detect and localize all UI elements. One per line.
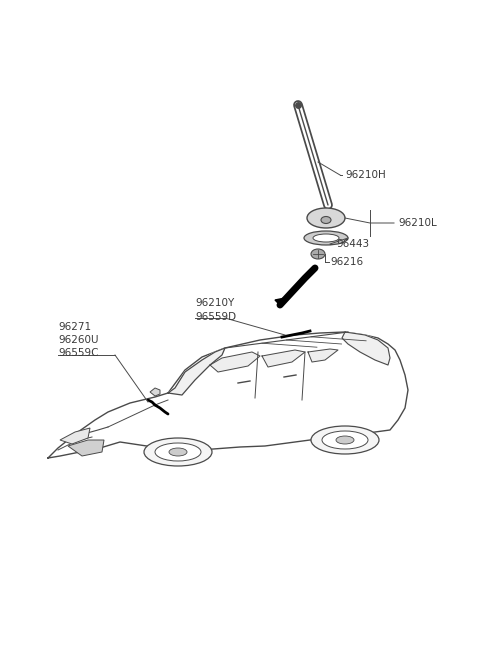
Text: 96216: 96216 (330, 257, 363, 267)
Ellipse shape (322, 431, 368, 449)
Ellipse shape (155, 443, 201, 461)
Polygon shape (68, 440, 104, 456)
Polygon shape (342, 332, 390, 365)
Polygon shape (150, 388, 160, 396)
Polygon shape (60, 428, 90, 444)
Polygon shape (308, 349, 338, 362)
Text: 96210L: 96210L (398, 218, 437, 228)
Ellipse shape (307, 208, 345, 228)
Text: 96210Y
96559D: 96210Y 96559D (195, 298, 236, 321)
Ellipse shape (311, 426, 379, 454)
Ellipse shape (321, 216, 331, 224)
Ellipse shape (313, 234, 339, 242)
Ellipse shape (311, 249, 325, 259)
Ellipse shape (336, 436, 354, 444)
Polygon shape (275, 298, 285, 305)
Polygon shape (168, 348, 225, 395)
Text: 96443: 96443 (336, 239, 369, 249)
Polygon shape (262, 350, 305, 367)
Ellipse shape (169, 448, 187, 456)
Text: 96210H: 96210H (345, 170, 386, 180)
Ellipse shape (304, 231, 348, 245)
Ellipse shape (144, 438, 212, 466)
Polygon shape (210, 352, 260, 372)
Text: 96271
96260U
96559C: 96271 96260U 96559C (58, 322, 98, 358)
